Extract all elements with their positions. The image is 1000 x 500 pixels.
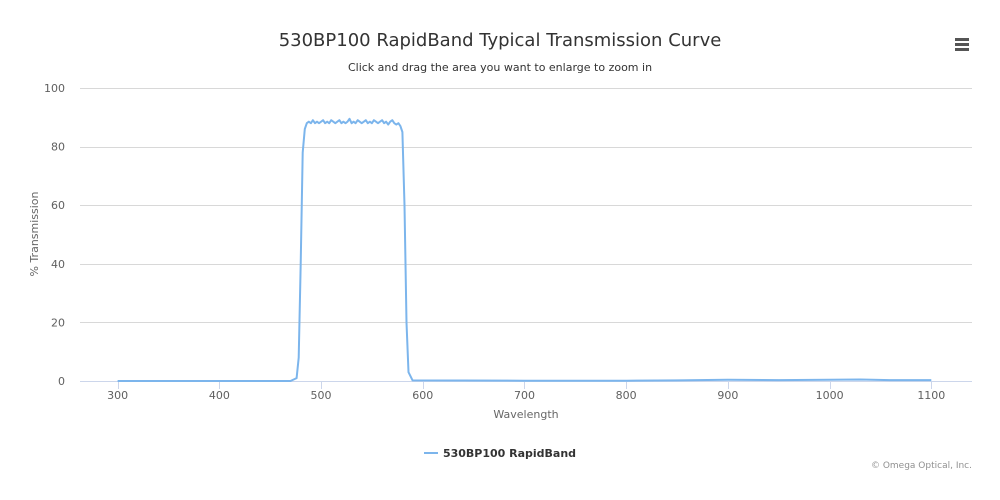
y-tick-label: 100	[44, 82, 65, 95]
legend-swatch	[423, 452, 438, 454]
x-tick-label: 600	[412, 389, 433, 402]
grid-lines	[80, 88, 972, 382]
y-tick-label: 60	[51, 199, 65, 212]
x-tick-label: 800	[616, 389, 637, 402]
x-tick-label: 400	[209, 389, 230, 402]
chart-title: 530BP100 RapidBand Typical Transmission …	[278, 30, 722, 51]
chart-subtitle: Click and drag the area you want to enla…	[347, 61, 653, 74]
y-tick-label: 0	[58, 375, 65, 388]
x-axis-title: Wavelength	[493, 408, 558, 421]
credit-text[interactable]: © Omega Optical, Inc.	[870, 461, 972, 471]
series-layer	[117, 117, 932, 382]
menu-bar	[955, 38, 969, 41]
y-axis-ticks: 0 20 40 60 80 100	[44, 82, 65, 388]
legend-item[interactable]: 530BP100 RapidBand	[0, 447, 1000, 460]
x-tick-label: 900	[717, 389, 738, 402]
y-axis-title: % Transmission	[28, 191, 41, 276]
menu-bar	[955, 43, 969, 46]
hamburger-menu-icon[interactable]	[948, 34, 976, 56]
x-tick-label: 1100	[917, 389, 945, 402]
series-line-0[interactable]	[117, 117, 932, 382]
legend-label: 530BP100 RapidBand	[442, 447, 577, 460]
menu-bar	[955, 48, 969, 51]
x-axis-ticks: 300 400 500 600 700 800 900 1000 1100	[107, 381, 945, 402]
x-tick-label: 300	[107, 389, 128, 402]
x-tick-label: 1000	[816, 389, 844, 402]
y-tick-label: 40	[51, 258, 65, 271]
y-tick-label: 20	[51, 316, 65, 329]
y-tick-label: 80	[51, 141, 65, 154]
x-tick-label: 700	[514, 389, 535, 402]
x-tick-label: 500	[311, 389, 332, 402]
